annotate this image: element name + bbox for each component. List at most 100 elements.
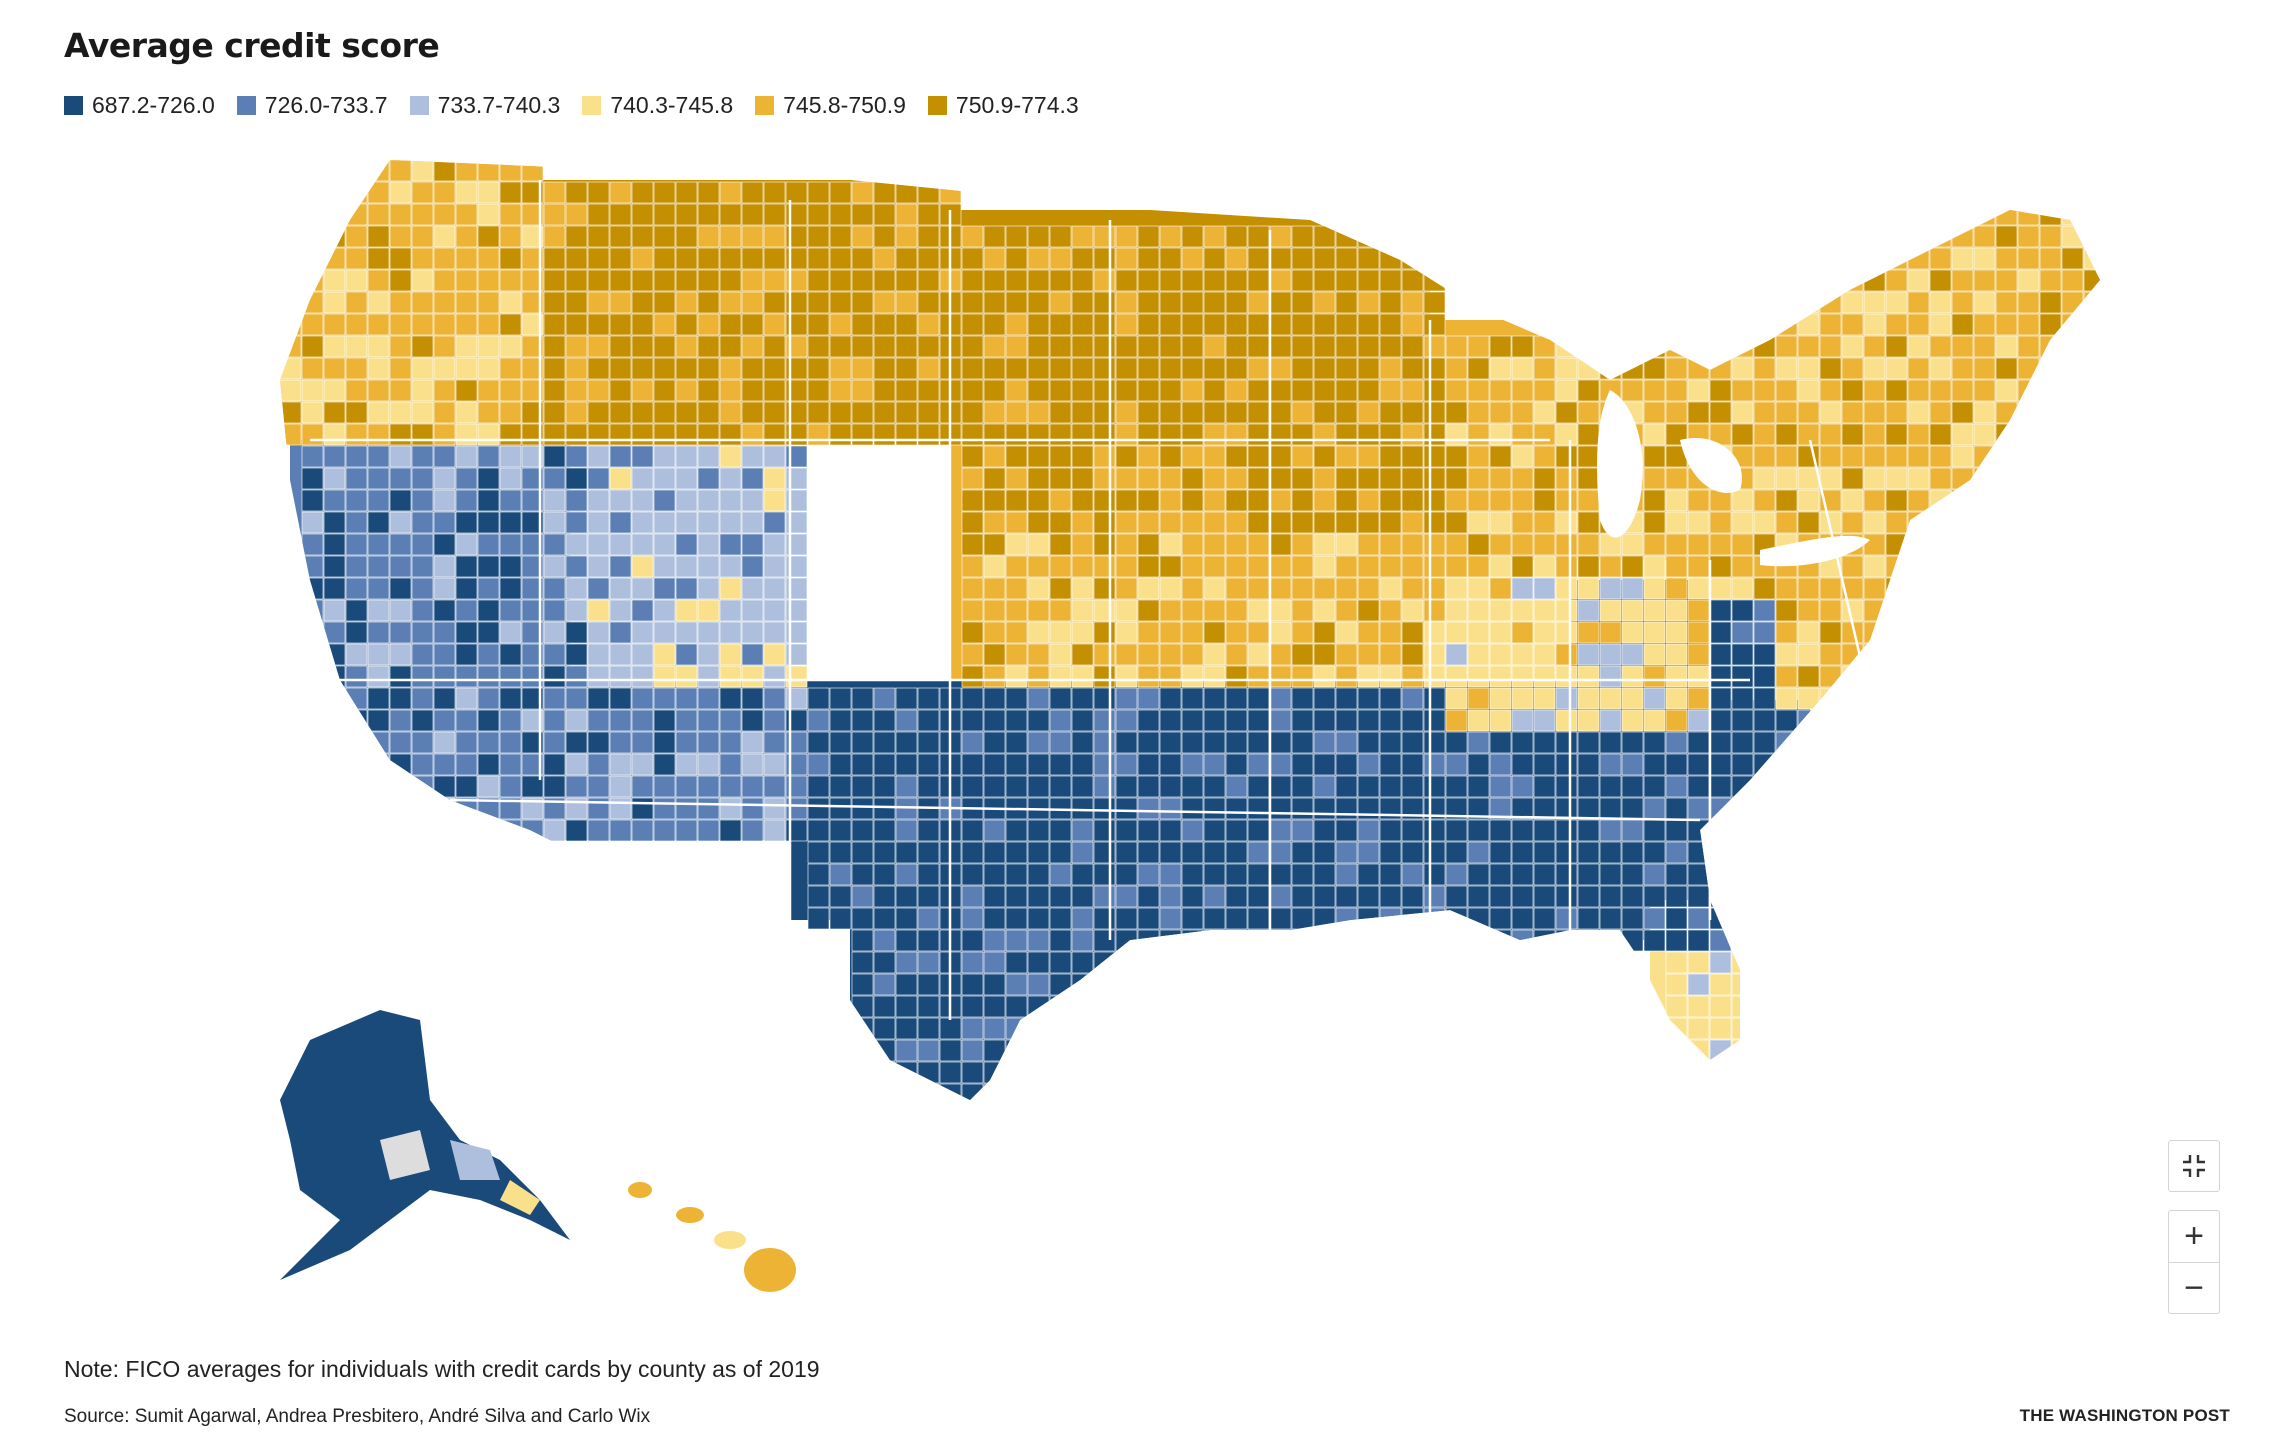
county-cell xyxy=(1643,841,1666,864)
fullscreen-exit-button[interactable] xyxy=(2168,1140,2220,1192)
county-cell xyxy=(1445,621,1468,644)
county-cell xyxy=(1753,709,1776,732)
county-cell xyxy=(323,423,346,446)
county-cell xyxy=(323,291,346,314)
county-cell xyxy=(1115,863,1138,886)
county-cell xyxy=(389,181,412,204)
county-cell xyxy=(1269,819,1292,842)
county-cell xyxy=(697,577,720,600)
county-cell xyxy=(1049,665,1072,688)
county-cell xyxy=(1005,929,1028,952)
county-cell xyxy=(323,160,346,182)
county-cell xyxy=(1951,445,1974,468)
county-cell xyxy=(587,247,610,270)
county-cell xyxy=(411,225,434,248)
county-cell xyxy=(829,863,852,886)
county-cell xyxy=(1093,731,1116,754)
county-cell xyxy=(499,357,522,380)
county-cell xyxy=(543,731,566,754)
county-cell xyxy=(565,621,588,644)
county-cell xyxy=(2017,335,2040,358)
county-cell xyxy=(1929,291,1952,314)
map-svg[interactable] xyxy=(250,140,2210,1350)
county-cell xyxy=(1709,687,1732,710)
county-cell xyxy=(1379,489,1402,512)
county-cell xyxy=(851,181,874,204)
county-cell xyxy=(1489,511,1512,534)
county-cell xyxy=(675,775,698,798)
county-cell xyxy=(301,401,324,424)
county-cell xyxy=(1753,929,1776,952)
county-cell xyxy=(983,687,1006,710)
county-cell xyxy=(1291,885,1314,908)
county-cell xyxy=(1247,511,1270,534)
county-cell xyxy=(1709,885,1732,908)
county-cell xyxy=(1621,643,1644,666)
county-cell xyxy=(1687,599,1710,622)
county-cell xyxy=(961,907,984,930)
county-cell xyxy=(1665,973,1688,996)
county-cell xyxy=(587,203,610,226)
county-cell xyxy=(763,489,786,512)
county-cell xyxy=(1885,687,1908,710)
county-cell xyxy=(1467,753,1490,776)
county-cell xyxy=(1181,841,1204,864)
county-cell xyxy=(1357,335,1380,358)
county-cell xyxy=(1819,621,1842,644)
county-cell xyxy=(1027,929,1050,952)
county-cell xyxy=(1115,929,1138,952)
county-cell xyxy=(1445,929,1468,952)
county-cell xyxy=(411,247,434,270)
county-cell xyxy=(367,203,390,226)
zoom-out-button[interactable]: − xyxy=(2168,1262,2220,1314)
county-cell xyxy=(477,489,500,512)
alaska xyxy=(280,1010,570,1280)
county-cell xyxy=(1071,951,1094,974)
county-cell xyxy=(411,533,434,556)
county-cell xyxy=(1907,401,1930,424)
us-county-map[interactable] xyxy=(250,140,2210,1350)
county-cell xyxy=(565,291,588,314)
county-cell xyxy=(1071,269,1094,292)
county-cell xyxy=(1841,203,1864,226)
county-cell xyxy=(1445,643,1468,666)
county-cell xyxy=(873,1039,896,1062)
county-cell xyxy=(851,1061,874,1084)
county-cell xyxy=(1203,269,1226,292)
county-cell xyxy=(697,379,720,402)
county-cell xyxy=(543,181,566,204)
county-cell xyxy=(1269,533,1292,556)
county-cell xyxy=(411,357,434,380)
county-cell xyxy=(1665,577,1688,600)
county-cell xyxy=(587,709,610,732)
county-cell xyxy=(1797,687,1820,710)
county-cell xyxy=(1225,885,1248,908)
county-cell xyxy=(565,731,588,754)
county-cell xyxy=(917,907,940,930)
county-cell xyxy=(1115,819,1138,842)
county-cell xyxy=(1093,929,1116,952)
county-cell xyxy=(1357,643,1380,666)
county-cell xyxy=(2039,247,2062,270)
alaska-no-data xyxy=(380,1130,430,1180)
county-cell xyxy=(1291,731,1314,754)
county-cell xyxy=(1775,929,1798,952)
zoom-in-button[interactable]: + xyxy=(2168,1210,2220,1262)
map-controls: + − xyxy=(2168,1140,2220,1314)
county-cell xyxy=(741,533,764,556)
county-cell xyxy=(1885,467,1908,490)
county-cell xyxy=(543,445,566,468)
county-cell xyxy=(1621,555,1644,578)
county-cell xyxy=(345,445,368,468)
county-cell xyxy=(741,335,764,358)
county-cell xyxy=(1687,1039,1710,1062)
county-cell xyxy=(1181,643,1204,666)
county-cell xyxy=(499,291,522,314)
county-cell xyxy=(763,247,786,270)
county-cell xyxy=(1335,577,1358,600)
county-cell xyxy=(983,379,1006,402)
county-cell xyxy=(1049,819,1072,842)
county-cell xyxy=(741,665,764,688)
county-cell xyxy=(1533,621,1556,644)
legend-label: 726.0-733.7 xyxy=(264,92,388,118)
